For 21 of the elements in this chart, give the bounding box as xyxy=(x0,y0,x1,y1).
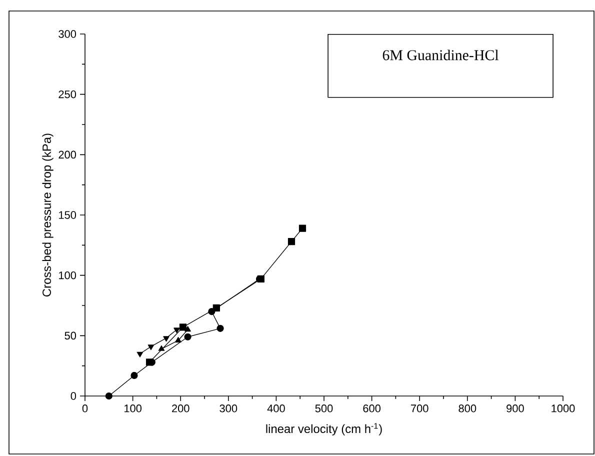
y-axis-title: Cross-bed pressure drop (kPa) xyxy=(42,134,54,296)
x-tick-label: 700 xyxy=(411,404,428,412)
x-tick-label: 0 xyxy=(82,404,88,412)
x-tick-label: 400 xyxy=(267,404,285,412)
y-tick-label: 200 xyxy=(58,150,76,159)
y-tick-label: 250 xyxy=(58,90,76,98)
y-tick-label: 150 xyxy=(59,211,76,219)
y-tick-label: 300 xyxy=(58,30,76,38)
y-tick-label: 100 xyxy=(59,271,76,280)
y-tick-label: 0 xyxy=(70,392,76,400)
x-tick-label: 900 xyxy=(506,404,524,412)
x-tick-label: 1000 xyxy=(552,404,575,412)
x-tick-label: 800 xyxy=(458,404,476,412)
y-tick-label: 50 xyxy=(64,332,76,340)
x-axis-title: linear velocity (cm h$^{-1}$) xyxy=(266,423,382,436)
x-tick-label: 300 xyxy=(220,404,238,412)
x-tick-label: 200 xyxy=(172,404,190,412)
x-tick-label: 500 xyxy=(315,404,333,412)
annotation: 6M Guanidine-HCl xyxy=(382,50,499,60)
x-tick-label: 100 xyxy=(124,404,142,412)
x-tick-label: 600 xyxy=(363,404,381,412)
